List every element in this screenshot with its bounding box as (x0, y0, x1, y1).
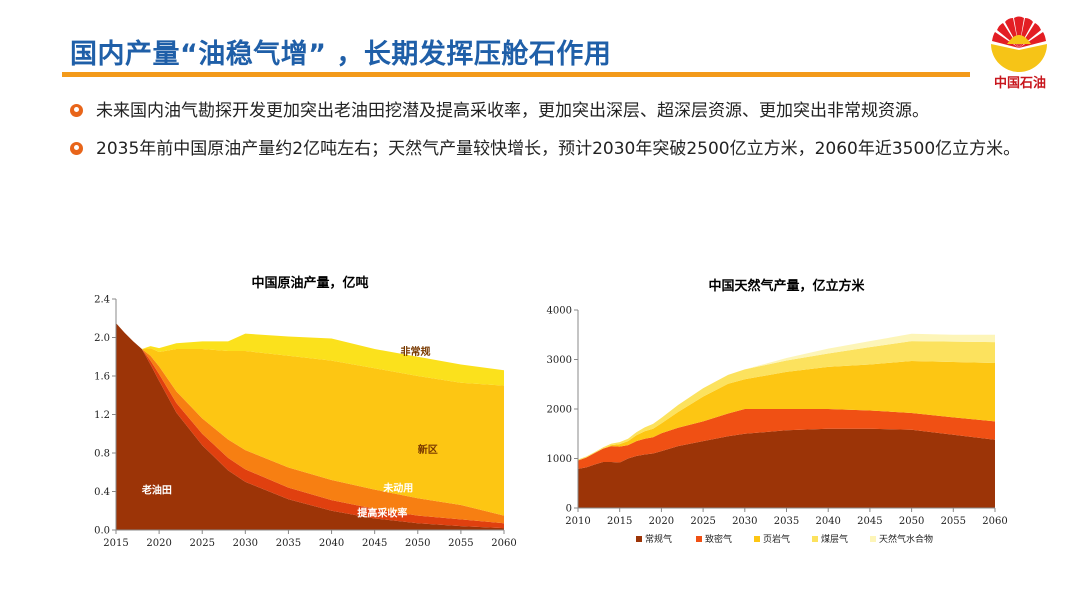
y-tick-label: 2000 (547, 405, 572, 416)
x-tick-label: 2060 (491, 538, 516, 549)
x-tick-label: 2015 (103, 538, 128, 549)
series-label: 提高采收率 (357, 507, 407, 520)
area-series (116, 323, 504, 529)
chart-title: 中国天然气产量，亿立方米 (708, 278, 865, 294)
bullet-icon (70, 104, 83, 117)
legend-label: 天然气水合物 (879, 533, 933, 545)
x-tick-label: 2040 (815, 516, 840, 527)
chart-title: 中国原油产量，亿吨 (251, 275, 368, 291)
series-label: 非常规 (401, 345, 431, 358)
page-title: 国内产量“油稳气增” ，长期发挥压舱石作用 (70, 39, 612, 70)
area-series (578, 341, 995, 461)
x-tick-label: 2035 (774, 516, 799, 527)
area-series (578, 409, 995, 469)
x-tick-label: 2015 (607, 516, 632, 527)
bullet-item: 2035年前中国原油产量约2亿吨左右；天然气产量较快增长，预计2030年突破25… (70, 134, 1040, 164)
series-label: 未动用 (382, 482, 413, 495)
area-series (116, 323, 504, 530)
y-tick-label: 4000 (547, 306, 572, 317)
x-tick-label: 2030 (233, 538, 258, 549)
y-tick-label: 1.6 (94, 372, 110, 383)
x-tick-label: 2050 (899, 516, 924, 527)
legend-label: 致密气 (705, 533, 732, 545)
legend-label: 页岩气 (763, 533, 790, 545)
legend-swatch (812, 536, 818, 542)
y-tick-label: 3000 (547, 355, 572, 366)
legend-swatch (636, 536, 642, 542)
legend-label: 煤层气 (821, 533, 848, 545)
x-tick-label: 2035 (276, 538, 301, 549)
area-series (116, 323, 504, 386)
x-tick-label: 2020 (649, 516, 674, 527)
y-tick-label: 0.0 (94, 526, 110, 537)
bullet-text: 2035年前中国原油产量约2亿吨左右；天然气产量较快增长，预计2030年突破25… (96, 139, 1021, 159)
x-tick-label: 2055 (448, 538, 473, 549)
bullet-icon (70, 142, 83, 155)
series-label: 新区 (418, 443, 438, 456)
x-tick-label: 2045 (857, 516, 882, 527)
y-tick-label: 0.8 (94, 449, 110, 460)
y-tick-label: 2.0 (94, 333, 110, 344)
x-tick-label: 2055 (941, 516, 966, 527)
area-series (578, 428, 995, 508)
x-tick-label: 2010 (565, 516, 590, 527)
x-tick-label: 2050 (405, 538, 430, 549)
y-tick-label: 1.2 (94, 410, 110, 421)
legend-swatch (754, 536, 760, 542)
area-series (116, 323, 504, 524)
area-series (578, 333, 995, 460)
petrochina-logo-icon (991, 16, 1047, 72)
x-tick-label: 2060 (982, 516, 1007, 527)
x-tick-label: 2045 (362, 538, 387, 549)
title-underline (62, 72, 970, 77)
area-series (116, 323, 504, 516)
y-tick-label: 2.4 (94, 295, 110, 306)
y-tick-label: 0 (566, 504, 572, 515)
legend-label: 常规气 (645, 533, 672, 545)
legend-swatch (696, 536, 702, 542)
bullet-item: 未来国内油气勘探开发更加突出老油田挖潜及提高采收率，更加突出深层、超深层资源、更… (70, 96, 1040, 126)
y-tick-label: 1000 (547, 454, 572, 465)
y-tick-label: 0.4 (94, 487, 110, 498)
series-label: 老油田 (141, 483, 172, 496)
logo-text: 中国石油 (993, 76, 1046, 91)
natural-gas-production-chart: 中国天然气产量，亿立方米 0 1000 2000 3000 4000 2010 2015 202… (547, 278, 1008, 545)
bullet-text: 未来国内油气勘探开发更加突出老油田挖潜及提高采收率，更加突出深层、超深层资源、更… (96, 101, 929, 121)
x-tick-label: 2030 (732, 516, 757, 527)
crude-oil-production-chart: 中国原油产量，亿吨 0.0 0.4 0.8 1.2 1.6 2.0 2.4 2015 2020 20… (94, 275, 517, 549)
legend-swatch (870, 536, 876, 542)
x-tick-label: 2025 (189, 538, 214, 549)
x-tick-label: 2025 (690, 516, 715, 527)
area-series (578, 360, 995, 461)
bullet-list: 未来国内油气勘探开发更加突出老油田挖潜及提高采收率，更加突出深层、超深层资源、更… (70, 96, 1040, 172)
x-tick-label: 2020 (146, 538, 171, 549)
x-tick-label: 2040 (319, 538, 344, 549)
